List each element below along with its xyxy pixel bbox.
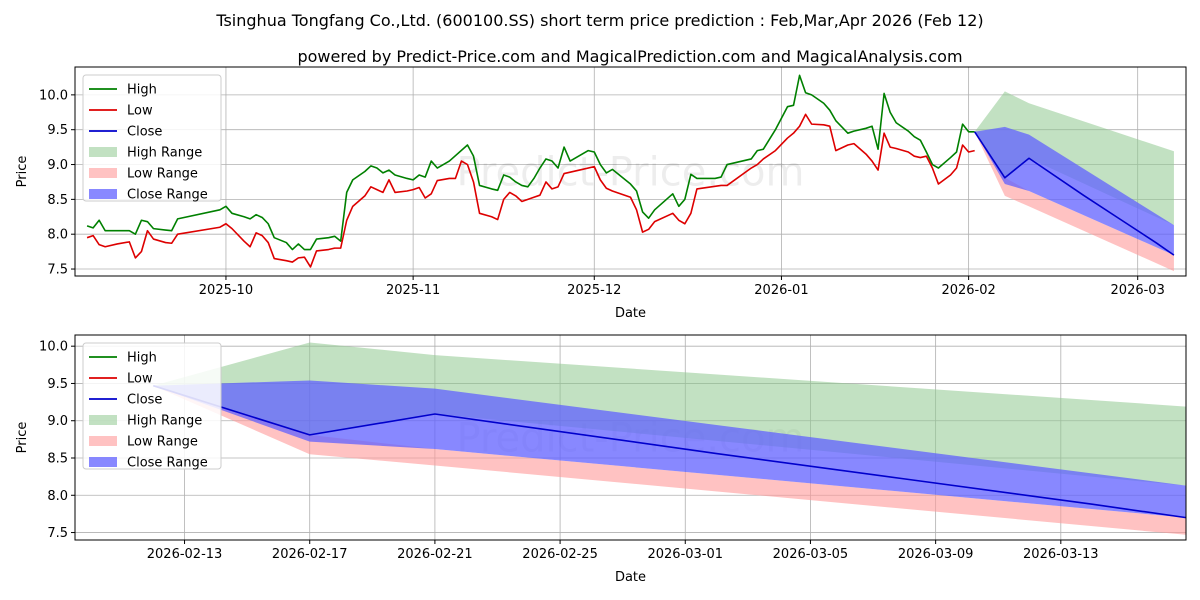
y-tick-label: 9.5 xyxy=(47,377,68,392)
y-axis-label: Price xyxy=(15,422,30,454)
watermark-text: Predict-Price.com xyxy=(457,150,805,196)
y-tick-label: 9.5 xyxy=(47,123,68,138)
high-range-band xyxy=(974,91,1174,226)
x-tick-label: 2026-03-09 xyxy=(898,547,974,562)
legend-label: Close Range xyxy=(127,456,208,471)
x-tick-label: 2026-02-25 xyxy=(522,547,598,562)
x-tick-label: 2026-03-13 xyxy=(1023,547,1099,562)
x-tick-label: 2026-02-21 xyxy=(397,547,473,562)
legend-swatch-low-range xyxy=(89,436,117,446)
legend-label: Close xyxy=(127,125,162,140)
close-range-band xyxy=(974,126,1174,256)
legend-label: High Range xyxy=(127,146,202,161)
x-tick-label: 2025-10 xyxy=(199,283,253,298)
legend-swatch-low-range xyxy=(89,168,117,178)
low-series-line xyxy=(86,113,975,268)
x-tick-label: 2026-02-17 xyxy=(272,547,348,562)
x-tick-label: 2026-02 xyxy=(941,283,995,298)
axes-frame xyxy=(74,66,1187,277)
legend-swatch-high-range xyxy=(89,147,117,157)
legend-swatch-close-range xyxy=(89,189,117,199)
x-tick-label: 2025-12 xyxy=(567,283,621,298)
y-tick-label: 7.5 xyxy=(47,263,68,278)
high-series-line xyxy=(86,74,975,251)
legend-label: High xyxy=(127,83,157,98)
legend-swatch-high-range xyxy=(89,415,117,425)
legend-label: Close xyxy=(127,393,162,408)
axes-frame xyxy=(74,334,1187,541)
x-tick-label: 2026-03 xyxy=(1111,283,1165,298)
legend-label: Low Range xyxy=(127,167,198,182)
high-range-band xyxy=(153,342,1186,486)
top-chart-panel: Predict-Price.com 2025-10 2025-11 2025-12 20… xyxy=(15,66,1187,321)
x-axis-label: Date xyxy=(615,570,646,585)
y-tick-label: 9.0 xyxy=(47,158,68,173)
x-tick-label: 2026-02-13 xyxy=(147,547,223,562)
legend-swatch-close-range xyxy=(89,457,117,467)
x-tick-label: 2026-03-05 xyxy=(773,547,849,562)
y-tick-label: 8.0 xyxy=(47,489,68,504)
legend-label: Low xyxy=(127,104,153,119)
y-tick-label: 10.0 xyxy=(39,340,68,355)
legend-label: Low Range xyxy=(127,435,198,450)
x-tick-label: 2026-01 xyxy=(754,283,808,298)
y-axis-label: Price xyxy=(15,156,30,188)
y-tick-label: 10.0 xyxy=(39,88,68,103)
low-range-band xyxy=(153,385,1186,535)
legend-label: Low xyxy=(127,372,153,387)
y-tick-label: 8.0 xyxy=(47,228,68,243)
legend-box xyxy=(82,74,222,202)
close-series-line xyxy=(973,131,1175,256)
close-range-band xyxy=(153,380,1186,518)
x-tick-label: 2025-11 xyxy=(386,283,440,298)
x-tick-label: 2026-03-01 xyxy=(647,547,723,562)
y-tick-label: 9.0 xyxy=(47,414,68,429)
low-range-band xyxy=(974,131,1174,272)
y-tick-label: 8.5 xyxy=(47,452,68,467)
legend-label: High xyxy=(127,351,157,366)
close-series-line xyxy=(152,384,1187,519)
legend-label: Close Range xyxy=(127,188,208,203)
y-tick-label: 7.5 xyxy=(47,526,68,541)
y-tick-label: 8.5 xyxy=(47,193,68,208)
legend-box xyxy=(82,342,222,470)
legend-label: High Range xyxy=(127,414,202,429)
chart-subtitle: powered by Predict-Price.com and Magical… xyxy=(297,47,962,66)
chart-title: Tsinghua Tongfang Co.,Ltd. (600100.SS) s… xyxy=(215,11,983,30)
bottom-chart-panel: Predict-Price.com2026-02-132026-02-17202… xyxy=(15,334,1187,585)
x-axis-label: Date xyxy=(615,306,646,321)
